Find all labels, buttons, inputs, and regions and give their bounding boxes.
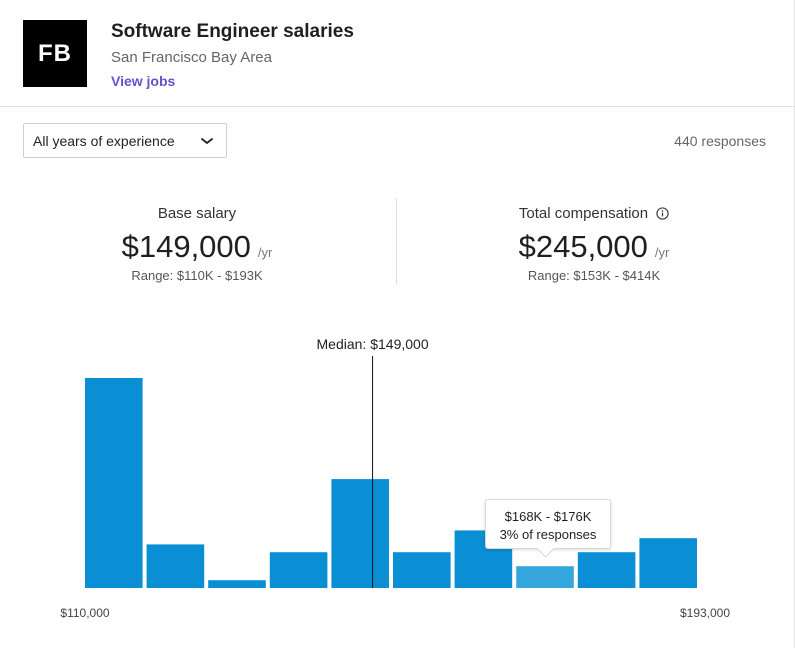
histogram-bar[interactable] (85, 378, 143, 588)
base-salary-unit: /yr (257, 245, 273, 260)
company-logo: FB (23, 20, 87, 87)
view-jobs-link[interactable]: View jobs (111, 73, 176, 89)
histogram-bar[interactable] (208, 580, 266, 588)
histogram-bar[interactable] (146, 544, 205, 588)
base-salary-label: Base salary (157, 204, 237, 222)
tooltip-range: $168K - $176K (504, 509, 592, 524)
histogram-bar[interactable] (269, 552, 328, 588)
total-comp-unit: /yr (654, 245, 670, 260)
responses-count: 440 responses (674, 133, 766, 149)
x-axis-max-label: $193,000 (680, 606, 730, 620)
header: FB Software Engineer salaries San Franci… (0, 0, 795, 107)
info-icon[interactable] (656, 206, 669, 220)
bar-tooltip: $168K - $176K 3% of responses (485, 499, 611, 549)
salary-histogram: Median: $149,000 $110,000 $193,000 (60, 336, 730, 620)
page-title: Software Engineer salaries (111, 21, 354, 42)
total-comp-range: Range: $153K - $414K (527, 268, 661, 283)
histogram-bar[interactable] (639, 538, 697, 588)
location-label: San Francisco Bay Area (111, 49, 272, 66)
total-comp-stat: Total compensation $245,000 /yr Range: $… (444, 203, 744, 284)
histogram-bar[interactable] (577, 552, 636, 588)
median-label: Median: $149,000 (317, 336, 429, 352)
histogram-bar[interactable] (393, 552, 451, 588)
total-comp-label: Total compensation (518, 204, 649, 222)
experience-dropdown[interactable]: All years of experience (23, 123, 227, 158)
histogram-bar[interactable] (331, 479, 389, 588)
stat-divider (396, 198, 397, 284)
chevron-down-icon (201, 138, 213, 144)
tooltip-share: 3% of responses (499, 527, 597, 542)
experience-dropdown-value: All years of experience (33, 132, 175, 149)
histogram-bar[interactable] (516, 566, 574, 588)
base-salary-value: $149,000 (121, 229, 251, 264)
base-salary-stat: Base salary $149,000 /yr Range: $110K - … (47, 203, 347, 284)
total-comp-value: $245,000 (518, 229, 648, 264)
x-axis-min-label: $110,000 (60, 606, 109, 620)
base-salary-range: Range: $110K - $193K (131, 268, 263, 283)
